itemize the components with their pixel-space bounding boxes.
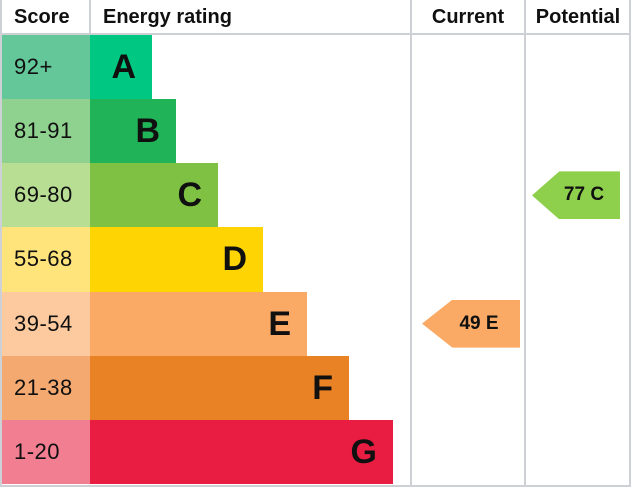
rating-bands: 92+ A 81-91 B 69-80 C 55-68 [2, 35, 631, 484]
score-range-cell: 69-80 [2, 163, 90, 228]
rating-letter: G [350, 432, 377, 471]
header-potential: Potential [535, 6, 621, 28]
score-range-cell: 21-38 [2, 355, 90, 420]
score-range-cell: 92+ [2, 35, 90, 100]
score-range-cell: 39-54 [2, 291, 90, 356]
rating-letter: E [268, 304, 291, 343]
rating-bar: E [90, 291, 307, 356]
score-range-label: 92+ [14, 54, 53, 80]
score-range-cell: 55-68 [2, 227, 90, 292]
rating-bar: F [90, 355, 349, 420]
score-range-cell: 81-91 [2, 99, 90, 164]
table-border-left [0, 0, 2, 486]
header-current: Current [431, 6, 505, 28]
score-range-label: 39-54 [14, 310, 73, 336]
table-border-right [629, 0, 631, 486]
rating-band-row: 21-38 F [2, 355, 631, 420]
score-range-label: 21-38 [14, 374, 73, 400]
rating-band-row: 55-68 D [2, 227, 631, 292]
score-range-label: 81-91 [14, 118, 73, 144]
rating-bar: B [90, 99, 176, 164]
table-border-bottom [0, 485, 631, 487]
rating-letter: C [177, 176, 202, 215]
rating-band-row: 39-54 E [2, 291, 631, 356]
rating-band-row: 69-80 C [2, 163, 631, 228]
score-range-label: 1-20 [14, 438, 61, 464]
divider-score-rating [89, 0, 91, 34]
score-range-label: 69-80 [14, 182, 73, 208]
header-score: Score [14, 6, 70, 28]
potential-rating-label: 77 C [563, 184, 605, 206]
rating-band-row: 92+ A [2, 35, 631, 100]
rating-bar: A [90, 35, 152, 100]
current-rating-label: 49 E [459, 312, 499, 334]
rating-letter: B [135, 112, 160, 151]
rating-letter: D [222, 240, 247, 279]
rating-band-row: 81-91 B [2, 99, 631, 164]
rating-bar: D [90, 227, 263, 292]
rating-bar: G [90, 419, 393, 484]
rating-letter: F [312, 368, 333, 407]
header-underline [0, 33, 631, 35]
rating-bar: C [90, 163, 218, 228]
rating-band-row: 1-20 G [2, 419, 631, 484]
divider-rating-current [410, 0, 412, 486]
rating-letter: A [111, 48, 136, 87]
score-range-label: 55-68 [14, 246, 73, 272]
score-range-cell: 1-20 [2, 419, 90, 484]
divider-current-potential [524, 0, 526, 486]
header-energy-rating: Energy rating [103, 6, 232, 28]
